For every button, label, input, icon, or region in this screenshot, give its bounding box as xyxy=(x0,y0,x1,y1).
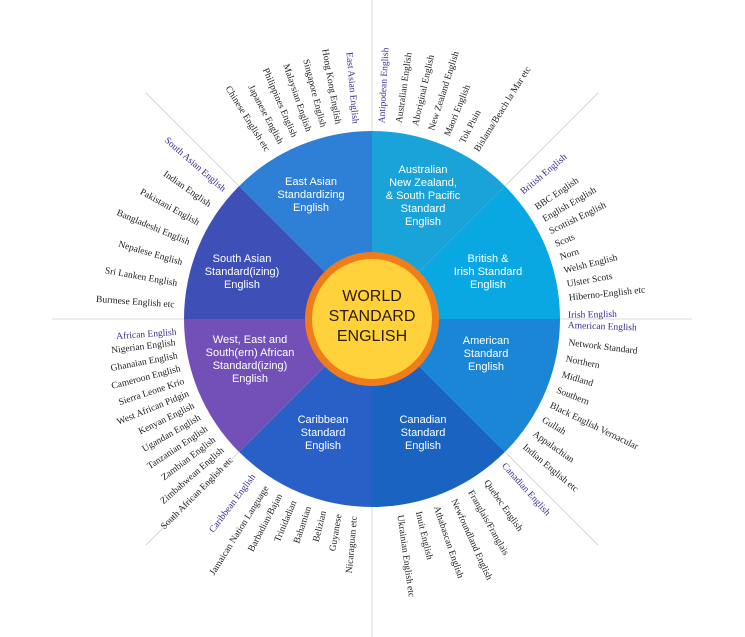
region-label-line: West, East and xyxy=(213,334,287,346)
center-core xyxy=(312,259,432,379)
region-label-line: English xyxy=(405,216,441,228)
region-label-african: West, East and South(ern) African Standard… xyxy=(206,334,295,385)
region-label-line: Standard xyxy=(301,427,346,439)
region-label-line: East Asian xyxy=(285,176,337,188)
divider-line xyxy=(145,92,240,187)
region-label-line: South Asian xyxy=(213,253,272,265)
variety-label: Inuit English xyxy=(413,510,434,561)
variety-label: Burmese English etc xyxy=(96,295,175,310)
variety-label: Network Standard xyxy=(568,338,638,356)
variety-label: Midland xyxy=(560,370,594,389)
region-label-caribbean: Caribbean Standard English xyxy=(298,414,349,452)
region-label-line: Irish Standard xyxy=(454,266,522,278)
variety-label: Belizian xyxy=(312,510,329,543)
variety-label: Norn xyxy=(559,247,581,263)
region-label-line: English xyxy=(305,440,341,452)
center-title-line2: STANDARD xyxy=(329,308,416,325)
region-label-line: Australian xyxy=(399,164,448,176)
region-labels: East Asian Standardizing EnglishAustralian… xyxy=(205,164,523,452)
region-label-south-asian: South Asian Standard(izing) English xyxy=(205,253,280,291)
variety-label: Nepalese English xyxy=(117,240,184,268)
region-label-line: New Zealand, xyxy=(389,177,457,189)
region-label-american: American Standard English xyxy=(463,335,509,373)
variety-label: Guyanese xyxy=(328,513,344,552)
radial-dividers xyxy=(52,0,692,637)
region-label-line: Standardizing xyxy=(277,189,344,201)
variety-label: Ulster Scots xyxy=(566,272,614,290)
variety-label: Sri Lanken English xyxy=(104,266,178,289)
region-label-line: English xyxy=(405,440,441,452)
region-label-line: Standard xyxy=(464,348,509,360)
region-label-line: English xyxy=(468,361,504,373)
center-title-line1: WORLD xyxy=(342,288,402,305)
region-label-line: English xyxy=(470,279,506,291)
group-label-african: African English xyxy=(116,327,177,342)
region-label-east-asian: East Asian Standardizing English xyxy=(277,176,344,214)
variety-label: Ukrainian English etc xyxy=(394,514,415,597)
region-label-line: American xyxy=(463,335,509,347)
region-label-line: South(ern) African xyxy=(206,347,295,359)
region-label-line: Standard xyxy=(401,427,446,439)
center-circle: WORLD STANDARD ENGLISH xyxy=(305,252,439,386)
variety-label: Nicaraguan etc xyxy=(345,516,360,574)
variety-label: Scots xyxy=(554,233,577,250)
group-label-american: American English xyxy=(568,321,637,333)
variety-label: Northern xyxy=(565,354,601,371)
center-title-line3: ENGLISH xyxy=(337,328,407,345)
region-label-line: English xyxy=(224,279,260,291)
divider-line xyxy=(504,92,599,187)
group-label-east-asian: East Asian English xyxy=(343,52,359,125)
region-label-line: Canadian xyxy=(399,414,446,426)
region-label-line: & South Pacific xyxy=(386,190,461,202)
region-label-australian: Australian New Zealand, & South Pacific Sta… xyxy=(386,164,461,228)
divider-line xyxy=(145,451,240,546)
region-label-line: Standard(izing) xyxy=(205,266,280,278)
divider-line xyxy=(504,451,599,546)
region-label-line: English xyxy=(293,202,329,214)
region-label-line: Standard(izing) xyxy=(213,360,288,372)
group-label-antipodean: Antipodean English xyxy=(377,47,391,123)
variety-label: Australian English xyxy=(395,52,415,124)
group-label-irish: Irish English xyxy=(568,310,617,321)
region-label-line: Standard xyxy=(401,203,446,215)
region-label-british: British & Irish Standard English xyxy=(454,253,522,291)
region-label-line: British & xyxy=(468,253,510,265)
variety-label: Bislama/Beach la Mar etc xyxy=(473,65,534,154)
region-label-line: Caribbean xyxy=(298,414,349,426)
region-label-line: English xyxy=(232,373,268,385)
region-label-canadian: Canadian Standard English xyxy=(399,414,446,452)
variety-label: Hiberno-English etc xyxy=(568,285,645,303)
